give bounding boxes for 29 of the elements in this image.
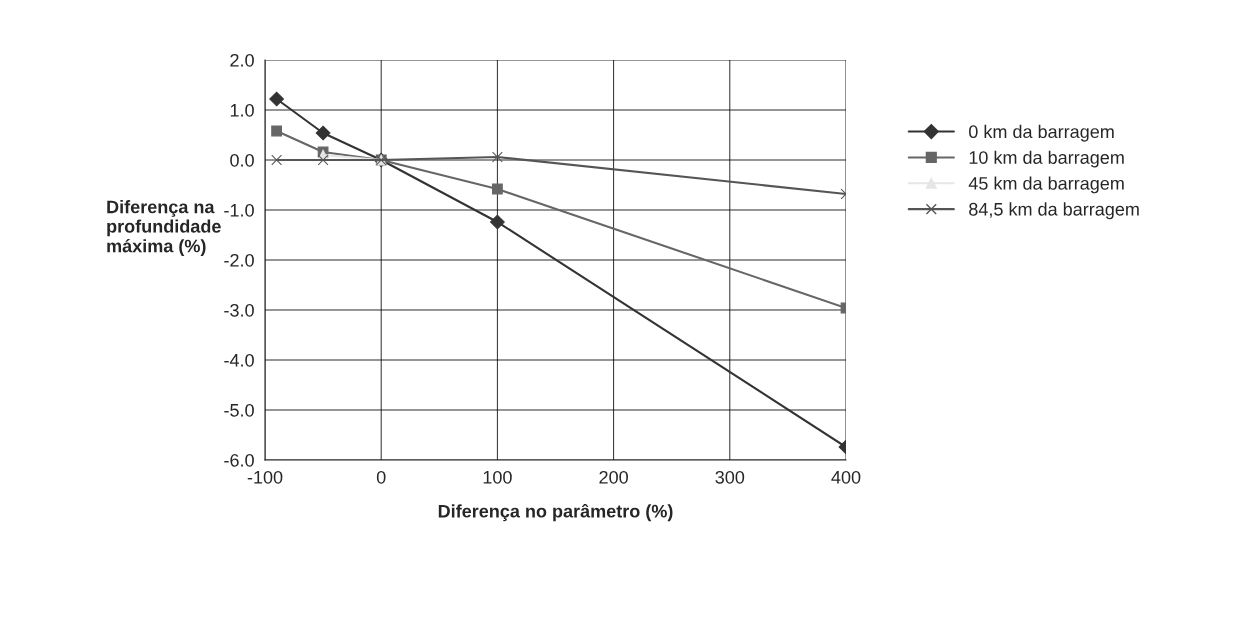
point — [271, 154, 282, 166]
point — [271, 125, 282, 137]
point — [492, 151, 503, 163]
x-tick-label: -100 — [247, 470, 283, 484]
legend-label: 0 km da barragem — [969, 124, 1114, 142]
x-tick-label: 400 — [831, 470, 861, 484]
y-tick-label: -5.0 — [224, 403, 254, 417]
y-tick-label: 1.0 — [230, 103, 254, 117]
y-tick-label: 2.0 — [230, 53, 254, 67]
y-tick-label: 0.0 — [230, 153, 254, 167]
x-tick-label: 100 — [483, 470, 512, 484]
point — [315, 125, 331, 141]
point — [492, 183, 503, 195]
y-axis-title: Diferença na profundidade máxima (%) — [107, 200, 221, 256]
y-tick-label: -6.0 — [224, 453, 254, 467]
y-tick-label: -3.0 — [224, 303, 254, 317]
y-tick-label: -4.0 — [224, 353, 254, 367]
x-tick-label: 200 — [599, 470, 628, 484]
point — [269, 91, 285, 107]
point — [490, 214, 505, 230]
legend-label: 45 km da barragem — [968, 176, 1124, 194]
legend-label: 10 km da barragem — [969, 150, 1124, 168]
x-tick-label: 0 — [376, 470, 386, 484]
y-tick-label: -2.0 — [224, 253, 254, 267]
point — [317, 154, 329, 166]
legend-label: 84,5 km da barragem — [969, 202, 1139, 220]
x-axis-title: Diferença no parâmetro (%) — [438, 503, 673, 522]
y-tick-label: -1.0 — [224, 203, 254, 217]
x-tick-label: 300 — [715, 470, 745, 484]
